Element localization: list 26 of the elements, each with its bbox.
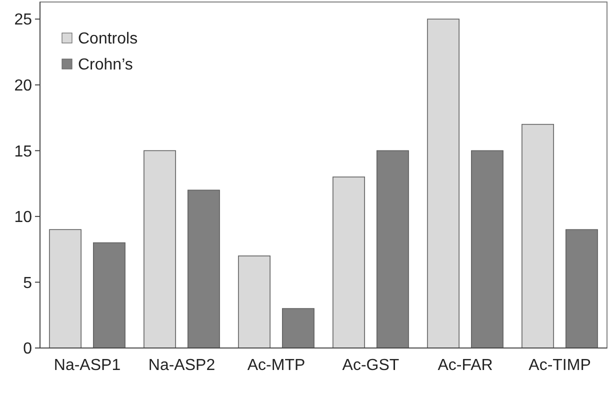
bar <box>332 176 365 348</box>
bar <box>522 124 554 348</box>
x-tick-label: Ac-GST <box>342 357 400 374</box>
bar <box>566 229 598 348</box>
bar <box>238 256 270 348</box>
bar <box>427 18 460 348</box>
y-tick-label: 10 <box>14 209 32 226</box>
legend-label: Crohn’s <box>78 56 133 74</box>
bar <box>188 190 220 348</box>
y-tick-label: 20 <box>14 77 32 94</box>
x-tick-label: Ac-TIMP <box>528 357 591 374</box>
bar <box>376 150 409 348</box>
y-tick-label: 0 <box>23 340 32 358</box>
bar <box>471 150 504 348</box>
x-tick-label: Ac-MTP <box>247 357 306 374</box>
y-tick-label: 15 <box>14 143 32 160</box>
x-tick-label: Ac-FAR <box>438 357 493 374</box>
x-tick-label: Na-ASP2 <box>148 357 216 374</box>
x-tick-label: Na-ASP1 <box>54 357 121 374</box>
legend-label: Controls <box>78 30 138 48</box>
bar <box>144 150 176 348</box>
y-tick-label: 25 <box>14 12 32 29</box>
bar <box>282 308 314 348</box>
y-tick-label: 5 <box>23 274 32 292</box>
bar <box>93 242 126 348</box>
bar <box>49 229 82 348</box>
